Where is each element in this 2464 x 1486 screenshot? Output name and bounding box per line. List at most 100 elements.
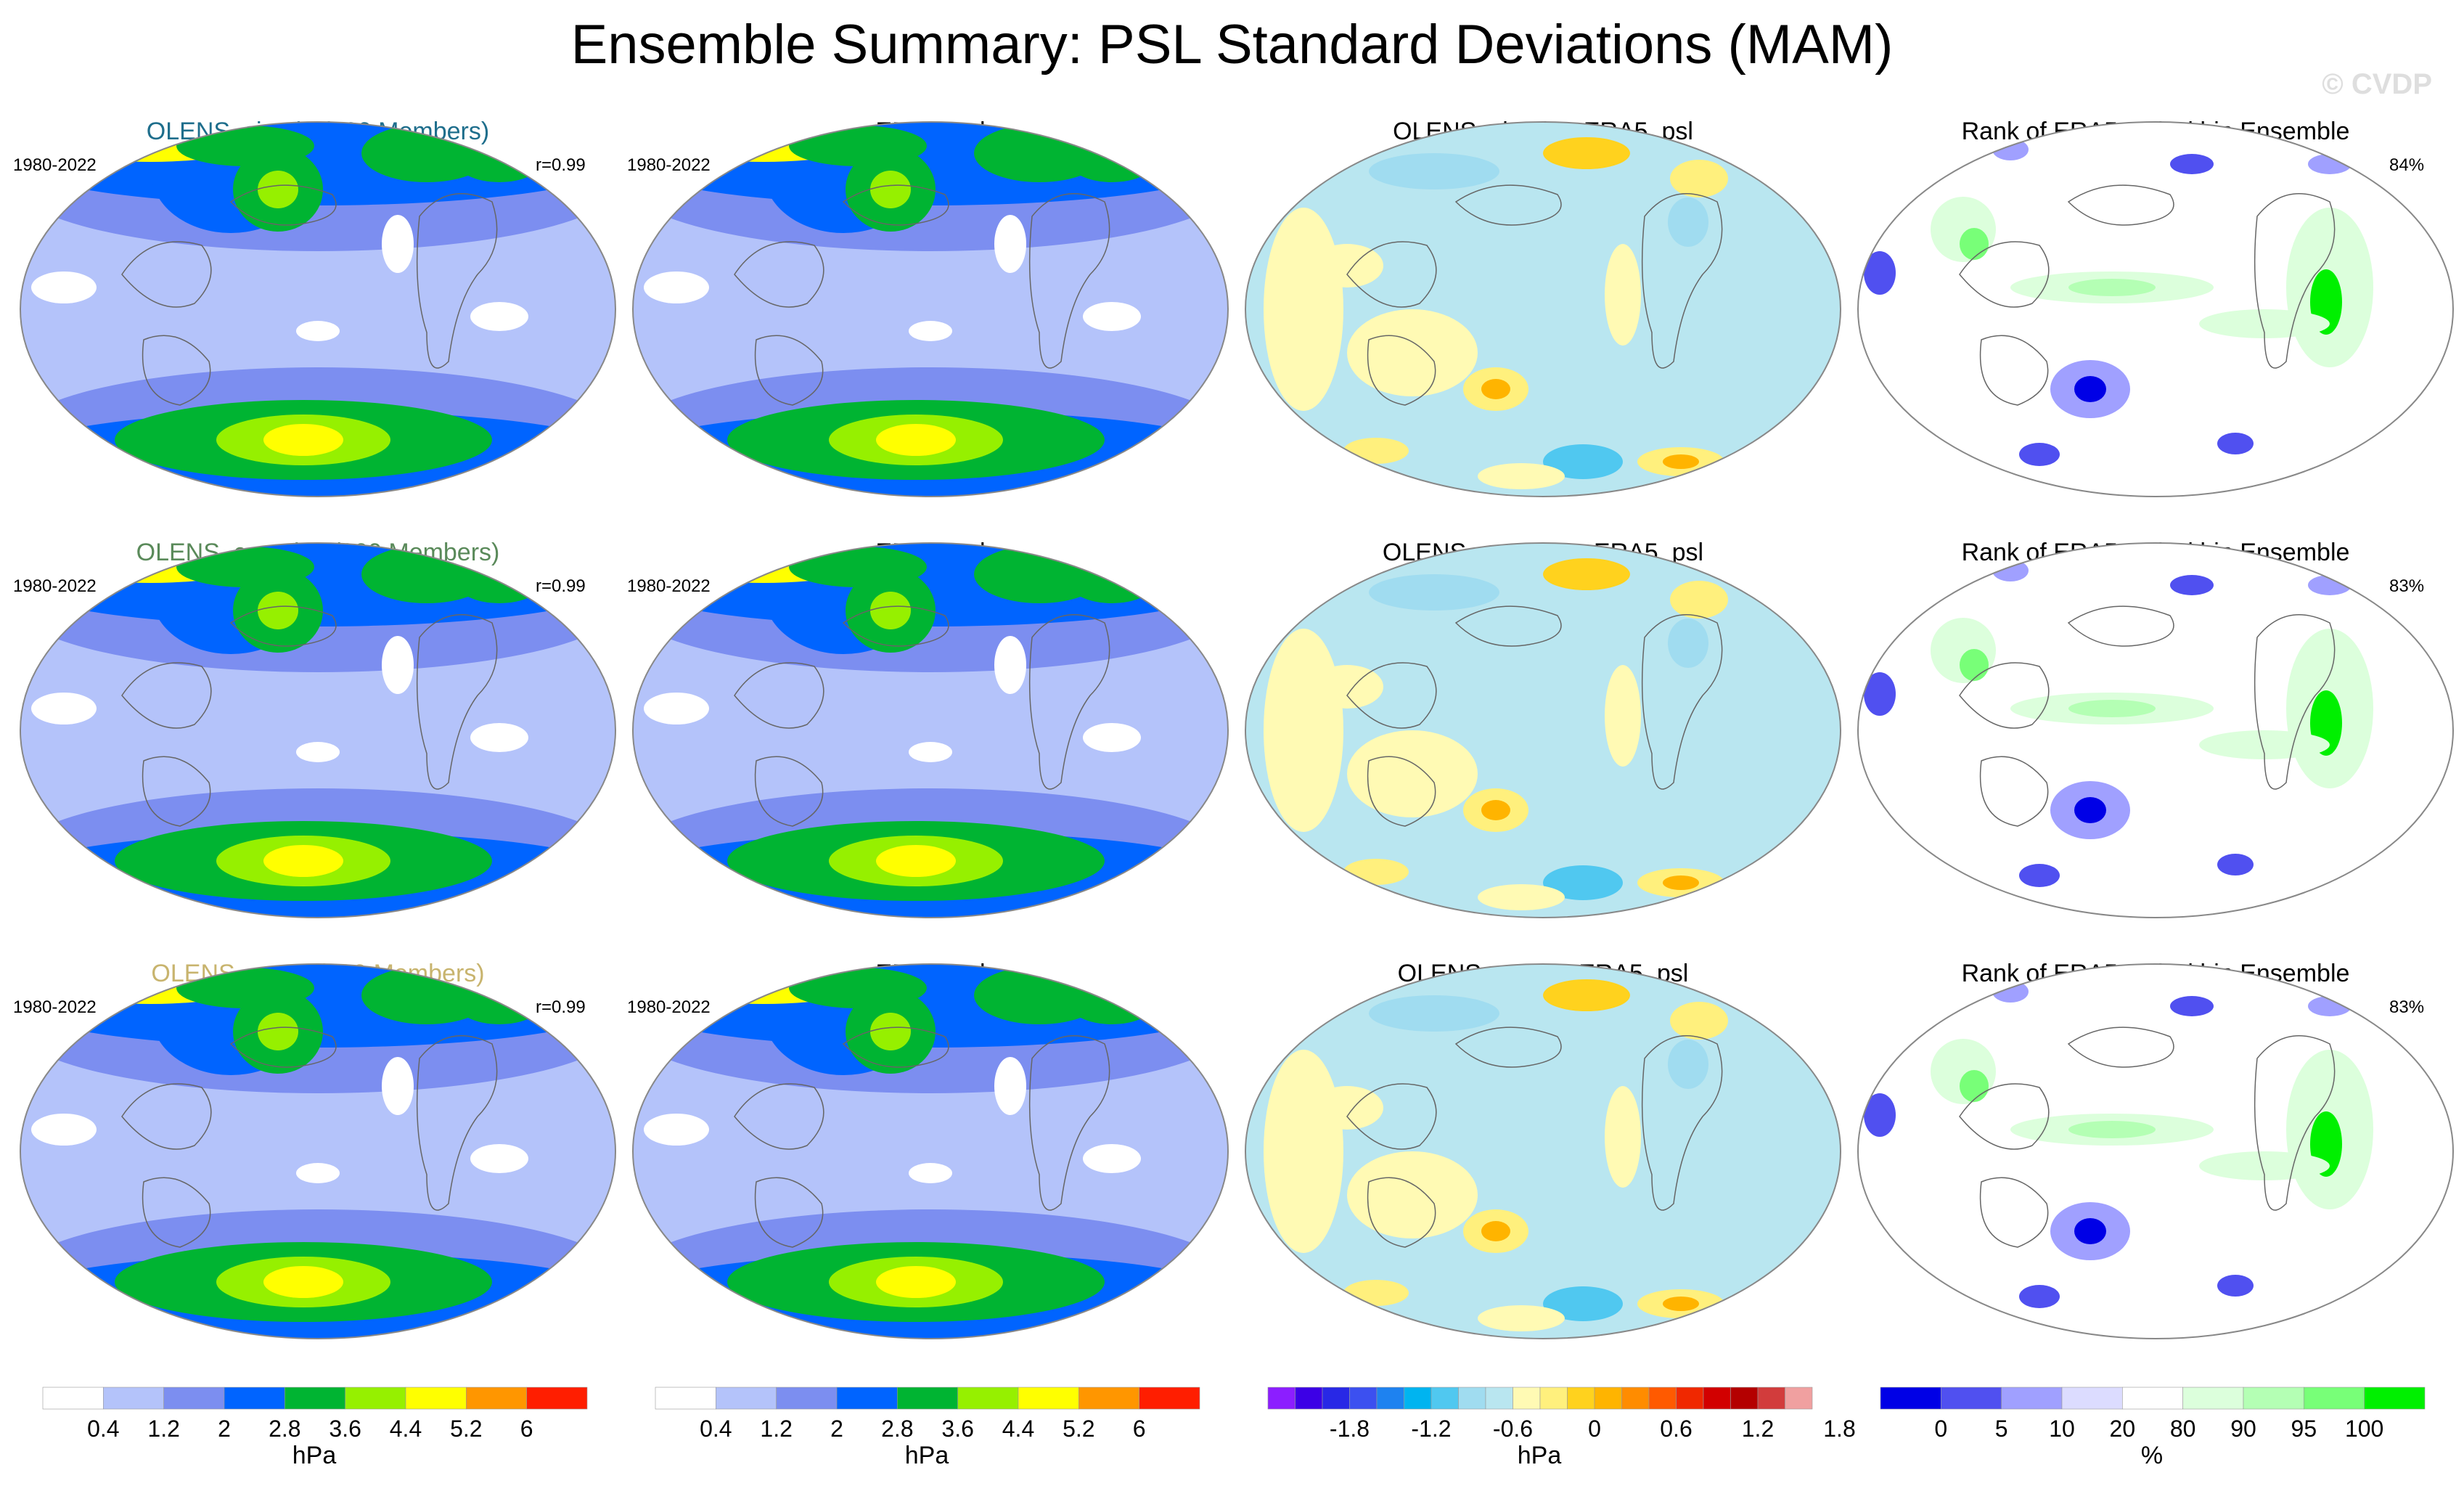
colorbar-swatch bbox=[1267, 1387, 1296, 1410]
rank-field-region bbox=[2199, 1151, 2330, 1180]
std-field-region bbox=[382, 636, 414, 694]
diff-field-region bbox=[1478, 1305, 1565, 1331]
rank-field-region bbox=[2019, 1285, 2060, 1308]
coastline bbox=[142, 335, 211, 406]
coastline bbox=[1454, 605, 1562, 647]
rank-field-region bbox=[2068, 1121, 2156, 1138]
colorbar-tick-label: 2.8 bbox=[269, 1416, 301, 1442]
obs-field-region bbox=[644, 693, 709, 724]
coastline bbox=[416, 1035, 498, 1211]
diff-field-region bbox=[1663, 875, 1699, 890]
colorbar-swatch bbox=[103, 1387, 164, 1410]
colorbar-tick-label: 100 bbox=[2344, 1416, 2384, 1442]
coastline bbox=[2067, 184, 2174, 226]
diff-field-region bbox=[1543, 865, 1623, 900]
map-outline bbox=[20, 121, 616, 497]
std-field-region bbox=[470, 302, 528, 331]
colorbar-swatch bbox=[655, 1387, 716, 1410]
colorbar-swatch bbox=[2243, 1387, 2304, 1410]
rank-field-region bbox=[2170, 575, 2214, 595]
obs-field-region bbox=[870, 1013, 911, 1050]
coastline bbox=[121, 662, 212, 729]
colorbar-swatch bbox=[1430, 1387, 1459, 1410]
diff-field-region bbox=[1543, 558, 1630, 590]
colorbar-rank bbox=[1880, 1387, 2426, 1410]
colorbar-tick-label: 0.4 bbox=[700, 1416, 732, 1442]
std-map-r2 bbox=[20, 542, 616, 918]
obs-field-region bbox=[870, 171, 911, 208]
std-field-region bbox=[176, 126, 314, 166]
colorbar-tick-label: 10 bbox=[2049, 1416, 2075, 1442]
diff-field-region bbox=[1347, 309, 1478, 396]
pattern-correlation-label: r=0.99 bbox=[536, 997, 586, 1017]
obs-field-region bbox=[870, 592, 911, 629]
pattern-correlation-label: r=0.99 bbox=[536, 155, 586, 175]
colorbar-swatch bbox=[776, 1387, 838, 1410]
colorbar-tick-label: 4.4 bbox=[389, 1416, 422, 1442]
coastline bbox=[1367, 1177, 1436, 1248]
obs-map-r3 bbox=[632, 963, 1229, 1339]
coastline bbox=[1959, 1083, 2050, 1150]
diff-field-region bbox=[1347, 730, 1478, 817]
coastline bbox=[2254, 614, 2336, 790]
map-outline bbox=[632, 542, 1229, 918]
colorbar-swatch bbox=[163, 1387, 225, 1410]
coastline bbox=[2067, 1026, 2174, 1068]
colorbar-tick-label: 4.4 bbox=[1002, 1416, 1035, 1442]
colorbar-swatch bbox=[1139, 1387, 1200, 1410]
colorbar-tick-label: 6 bbox=[1132, 1416, 1146, 1442]
rank-field-region bbox=[1960, 1070, 1989, 1102]
coastline bbox=[229, 184, 337, 226]
colorbar-swatch bbox=[405, 1387, 467, 1410]
coastline bbox=[2067, 605, 2174, 647]
coastline bbox=[1367, 335, 1436, 406]
diff-field-region bbox=[1347, 1151, 1478, 1238]
rank-field-region bbox=[2217, 854, 2254, 875]
coastline bbox=[1641, 614, 1723, 790]
rank-field-region bbox=[1864, 1093, 1896, 1137]
colorbar-swatch bbox=[2122, 1387, 2183, 1410]
map-outline bbox=[1857, 963, 2454, 1339]
coastline bbox=[229, 1026, 337, 1068]
coastline bbox=[1028, 1035, 1110, 1211]
colorbar-tick-label: 5 bbox=[1994, 1416, 2008, 1442]
colorbar-tick-label: 2 bbox=[830, 1416, 843, 1442]
diff-field-region bbox=[1668, 619, 1708, 668]
colorbar-swatch bbox=[526, 1387, 588, 1410]
std-field-region bbox=[31, 693, 97, 724]
rank-field-region bbox=[2074, 1218, 2106, 1244]
colorbar-swatch bbox=[1880, 1387, 1941, 1410]
coastline bbox=[416, 193, 498, 369]
obs-field-region bbox=[994, 215, 1026, 273]
colorbar-tick-label: 0.6 bbox=[1660, 1416, 1693, 1442]
colorbar-tick-label: 5.2 bbox=[450, 1416, 483, 1442]
std-field-region bbox=[258, 592, 298, 629]
diff-field-region bbox=[1668, 197, 1708, 247]
std-field-region bbox=[382, 1057, 414, 1115]
obs-field-region bbox=[909, 742, 952, 762]
colorbar-tick-label: 80 bbox=[2169, 1416, 2196, 1442]
colorbar-tick-label: 6 bbox=[520, 1416, 533, 1442]
colorbar-swatch bbox=[1485, 1387, 1513, 1410]
coastline bbox=[842, 184, 949, 226]
coastline bbox=[842, 1026, 949, 1068]
std-field-region bbox=[176, 968, 314, 1008]
colorbar-swatch bbox=[466, 1387, 527, 1410]
colorbar-swatch bbox=[897, 1387, 958, 1410]
coastline bbox=[1454, 1026, 1562, 1068]
rank-field-region bbox=[2170, 996, 2214, 1016]
colorbar-swatch bbox=[716, 1387, 777, 1410]
diff-map-r2 bbox=[1245, 542, 1841, 918]
coastline bbox=[121, 241, 212, 308]
colorbar-tick-label: 2 bbox=[218, 1416, 231, 1442]
diff-field-region bbox=[1670, 581, 1728, 619]
rank-field-region bbox=[2199, 309, 2330, 338]
rank-percent-label: 84% bbox=[2389, 155, 2425, 175]
rank-field-region bbox=[2074, 376, 2106, 402]
colorbar-unit-label: hPa bbox=[292, 1442, 337, 1469]
obs-field-region bbox=[876, 424, 956, 456]
diff-field-region bbox=[1264, 629, 1343, 832]
colorbar-swatch bbox=[2364, 1387, 2426, 1410]
obs-field-region bbox=[1083, 302, 1141, 331]
diff-field-region bbox=[1369, 574, 1499, 611]
